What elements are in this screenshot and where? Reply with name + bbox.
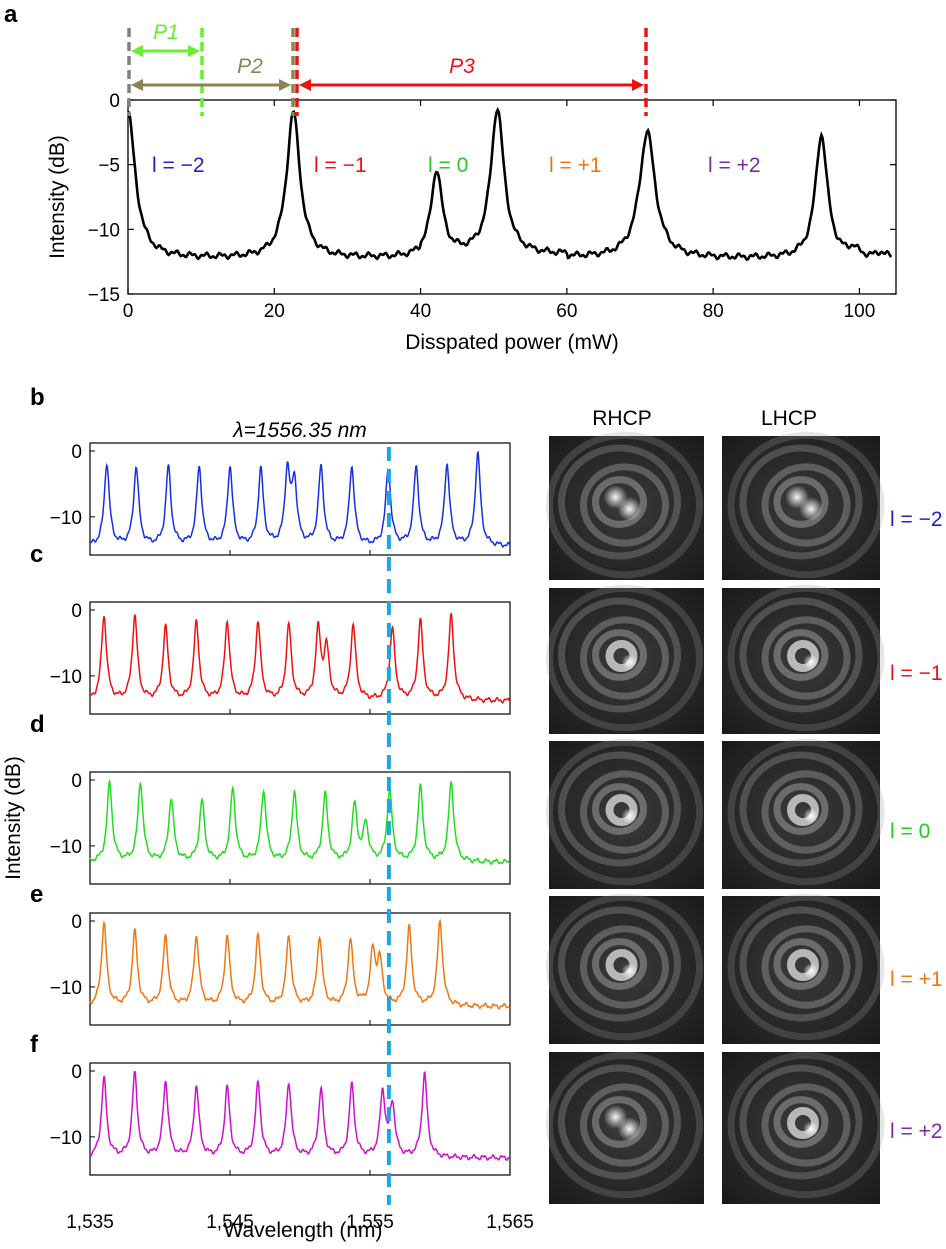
panel-letter-a: a xyxy=(4,1,18,28)
panel-a-label-l-plus-1: l = +1 xyxy=(549,154,602,177)
p2-arrow: P2 xyxy=(131,55,291,91)
panel-letter-f: f xyxy=(30,1031,39,1058)
mode-label-l-minus-1: l = −1 xyxy=(890,662,943,685)
panel-letter-b: b xyxy=(30,384,45,411)
mode-image-rhcp-0 xyxy=(546,431,704,580)
spectrum-frame-b xyxy=(89,442,511,556)
panel-a-ytick: −5 xyxy=(98,156,120,177)
panel-a-axes-frame xyxy=(127,99,897,295)
panel-letter-c: c xyxy=(30,541,43,568)
panel-a-label-l-plus-2: l = +2 xyxy=(708,154,761,177)
spectrum-panel-e: 0 −10 xyxy=(50,912,511,1026)
mode-images xyxy=(546,431,885,1204)
p2-label: P2 xyxy=(237,55,263,78)
panel-a-curve xyxy=(127,106,893,262)
p3-arrow: P3 xyxy=(299,55,644,91)
mode-image-rhcp-2 xyxy=(546,738,704,889)
panel-a-chart: 0 20 40 60 80 100 0 −5 −10 −15 Disspated power (m… xyxy=(46,21,897,354)
spectrum-ytick: −10 xyxy=(50,667,82,688)
mode-image-lhcp-2 xyxy=(722,738,885,889)
spectrum-panel-c: 0 −10 xyxy=(50,601,511,715)
spectrum-line-c xyxy=(89,612,511,704)
spectrum-xtick: 1,535 xyxy=(66,1212,114,1233)
panel-a-label-l-minus-2: l = −2 xyxy=(152,154,205,177)
panel-a-ytick: −15 xyxy=(88,285,120,306)
spectrum-frame-f xyxy=(89,1062,511,1176)
panel-a-ytick: 0 xyxy=(109,91,120,112)
mode-label-l-plus-2: l = +2 xyxy=(890,1120,943,1143)
spectra-xlabel: Wavelength (nm) xyxy=(223,1219,382,1242)
spectrum-panel-d: 0 −10 xyxy=(50,771,511,885)
spectrum-line-f xyxy=(89,1070,510,1162)
spectrum-frame-c xyxy=(89,601,511,715)
panel-letter-d: d xyxy=(30,711,45,738)
mode-image-rhcp-3 xyxy=(546,893,704,1044)
rhcp-header: RHCP xyxy=(592,407,652,430)
panel-a-xtick: 0 xyxy=(123,301,134,322)
mode-image-lhcp-4 xyxy=(722,1051,885,1204)
spectrum-ytick: 0 xyxy=(71,1062,82,1083)
spectrum-panel-f: 0 −10 xyxy=(50,1062,511,1176)
spectra-panels: 0 −10 0 −10 0 −10 0 −10 0 −10 1,535 1,545 1,555 1,565 xyxy=(50,442,534,1233)
spectrum-panel-b: 0 −10 xyxy=(50,442,511,556)
panel-a-xtick: 40 xyxy=(410,301,431,322)
lhcp-header: LHCP xyxy=(761,407,817,430)
panel-a-xtick: 80 xyxy=(703,301,724,322)
spectrum-ytick: 0 xyxy=(71,912,82,933)
spectrum-ytick: −10 xyxy=(50,1128,82,1149)
spectrum-line-d xyxy=(89,778,511,865)
mode-image-lhcp-3 xyxy=(722,893,885,1044)
p1-arrow: P1 xyxy=(131,21,200,57)
mode-label-l-minus-2: l = −2 xyxy=(890,508,943,531)
panel-a-xlabel: Disspated power (mW) xyxy=(405,331,619,354)
spectrum-xtick: 1,565 xyxy=(486,1212,534,1233)
spectrum-frame-d xyxy=(89,771,511,885)
spectrum-ytick: 0 xyxy=(71,771,82,792)
panel-a-xtick: 20 xyxy=(264,301,285,322)
mode-label-l-plus-1: l = +1 xyxy=(890,968,943,991)
mode-image-rhcp-1 xyxy=(546,584,704,734)
panel-a-label-l-0: l = 0 xyxy=(428,154,468,177)
p1-label: P1 xyxy=(153,21,179,44)
spectrum-ytick: −10 xyxy=(50,978,82,999)
panel-letter-e: e xyxy=(30,881,43,908)
mode-label-l-0: l = 0 xyxy=(890,820,930,843)
spectrum-ytick: −10 xyxy=(50,837,82,858)
spectrum-xtick: 1,545 xyxy=(206,1212,254,1233)
spectrum-ytick: 0 xyxy=(71,601,82,622)
mode-image-rhcp-4 xyxy=(546,1051,704,1204)
spectra-ylabel: Intensity (dB) xyxy=(2,756,25,880)
panel-a-label-l-minus-1: l = −1 xyxy=(314,154,367,177)
wavelength-marker-label: λ=1556.35 nm xyxy=(232,419,367,442)
mode-image-lhcp-0 xyxy=(722,431,885,580)
spectrum-ytick: 0 xyxy=(71,442,82,463)
spectrum-xtick: 1,555 xyxy=(346,1212,394,1233)
panel-a-ylabel: Intensity (dB) xyxy=(46,135,69,259)
spectrum-line-e xyxy=(89,918,511,1010)
mode-image-lhcp-1 xyxy=(722,584,885,734)
p3-label: P3 xyxy=(449,55,475,78)
panel-a-xtick: 100 xyxy=(844,301,876,322)
spectrum-line-b xyxy=(89,450,511,548)
panel-a-ticks: 0 20 40 60 80 100 0 −5 −10 −15 xyxy=(88,91,896,322)
panel-a-ytick: −10 xyxy=(88,220,120,241)
panel-a-xtick: 60 xyxy=(556,301,577,322)
spectrum-frame-e xyxy=(89,912,511,1026)
spectrum-ytick: −10 xyxy=(50,508,82,529)
